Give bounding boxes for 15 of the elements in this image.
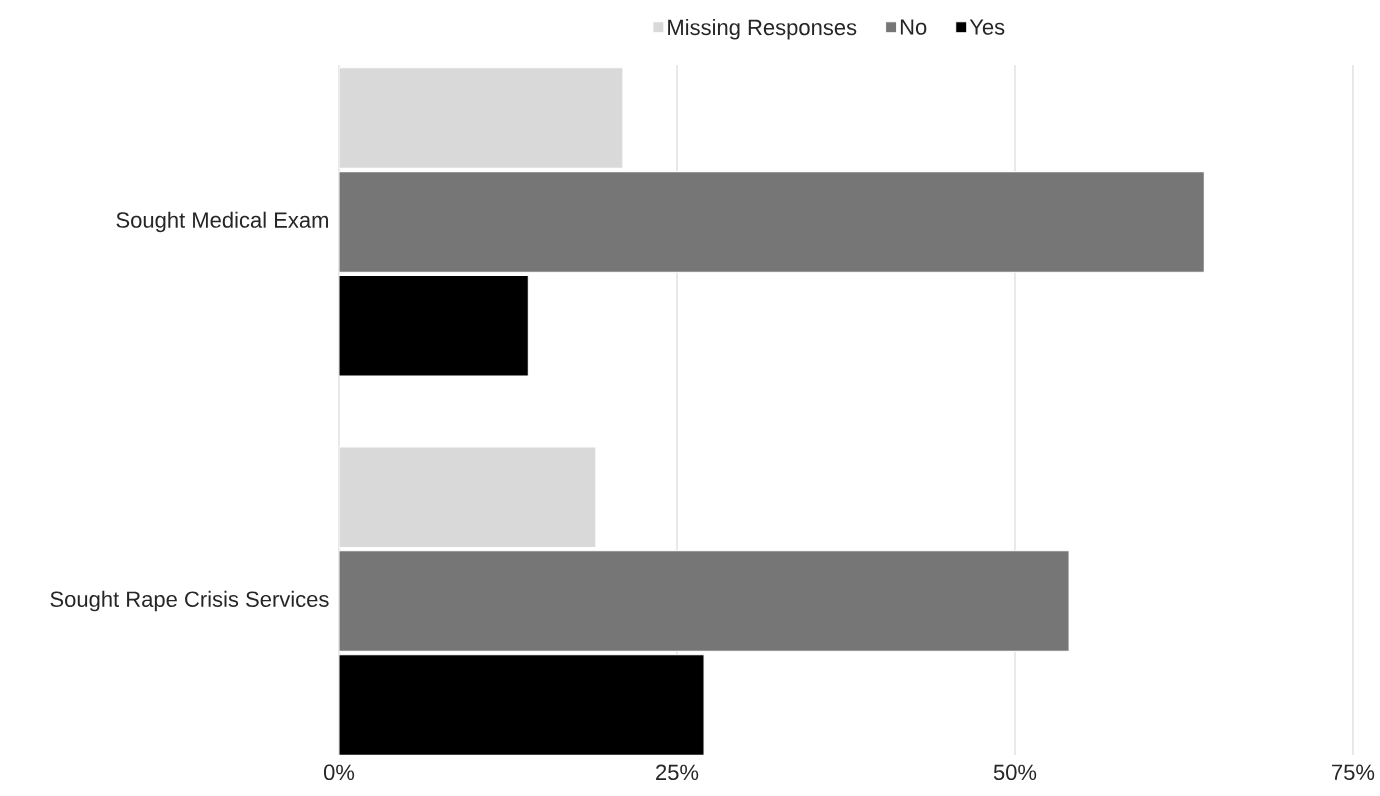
x-tick-label: 75%	[1332, 764, 1375, 781]
bar	[339, 654, 705, 756]
bar	[339, 67, 624, 169]
legend-label: No	[900, 19, 927, 35]
y-tick-label: Sought Rape Crisis Services	[50, 590, 329, 612]
bar	[339, 446, 597, 548]
bar	[339, 275, 529, 377]
bar	[339, 550, 1070, 652]
x-tick-label: 0%	[323, 764, 355, 781]
x-tick-label: 25%	[656, 764, 699, 781]
x-tick-label: 50%	[993, 764, 1037, 781]
legend-label: Yes	[969, 19, 1005, 35]
bar	[339, 171, 1205, 273]
y-tick-label: Sought Medical Exam	[116, 211, 328, 233]
legend-label: Missing Responses	[668, 19, 857, 40]
